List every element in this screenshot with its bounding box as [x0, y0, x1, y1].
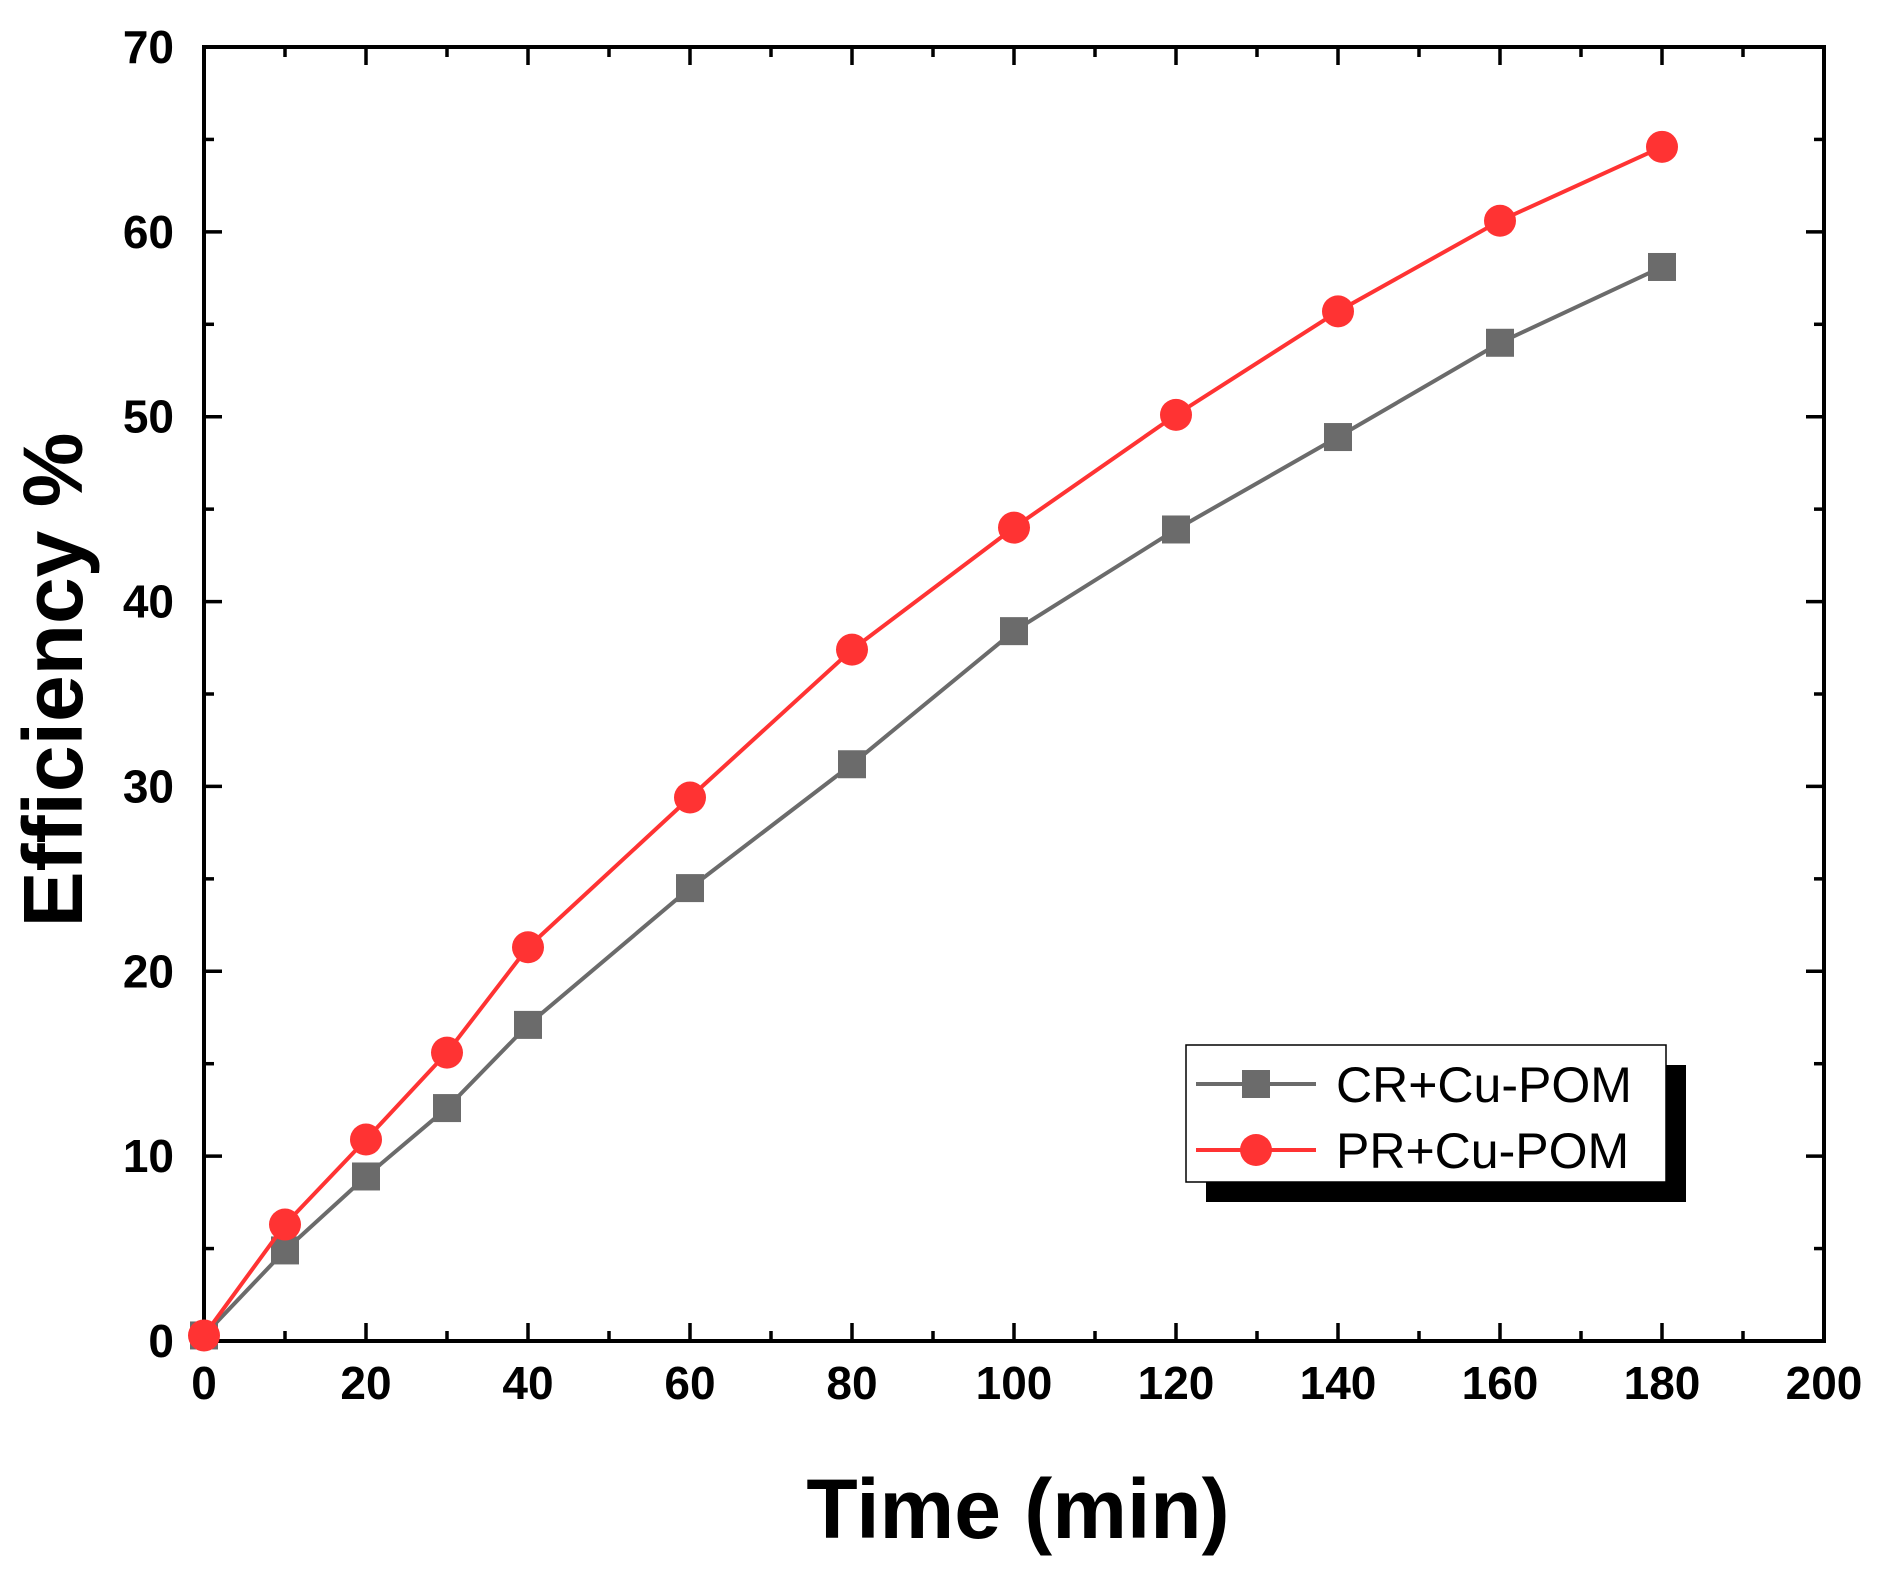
legend-label: PR+Cu-POM [1336, 1123, 1629, 1179]
y-axis-title: Efficiency % [6, 433, 100, 928]
y-tick-label: 60 [123, 206, 174, 258]
data-point-circle [431, 1036, 463, 1069]
legend-item: PR+Cu-POM [1196, 1123, 1629, 1179]
data-point-square [1648, 252, 1676, 281]
x-tick-label: 200 [1786, 1357, 1863, 1409]
data-point-circle [269, 1208, 301, 1241]
series-PR+Cu-POM [188, 130, 1678, 1352]
x-axis-title: Time (min) [806, 1462, 1229, 1556]
data-point-square [1162, 515, 1190, 544]
series-line [202, 145, 1663, 1337]
data-point-square [271, 1236, 299, 1265]
data-point-square [514, 1010, 542, 1039]
legend-label: CR+Cu-POM [1336, 1057, 1632, 1113]
y-tick-label: 0 [148, 1315, 174, 1367]
data-point-circle [674, 781, 706, 814]
data-point-square [838, 750, 866, 779]
y-tick-label: 20 [123, 945, 174, 997]
legend-item: CR+Cu-POM [1196, 1057, 1632, 1113]
series-layer [188, 130, 1678, 1352]
x-tick-label: 180 [1624, 1357, 1701, 1409]
x-tick-label: 160 [1462, 1357, 1539, 1409]
data-point-square [352, 1162, 380, 1191]
x-tick-label: 40 [502, 1357, 553, 1409]
y-tick-label: 30 [123, 760, 174, 812]
x-tick-label: 60 [664, 1357, 715, 1409]
legend-marker-circle [1240, 1134, 1272, 1166]
y-tick-label: 70 [123, 21, 174, 73]
data-point-square [676, 874, 704, 903]
data-point-square [1000, 617, 1028, 646]
series-CR+Cu-POM [190, 252, 1676, 1350]
y-tick-label: 50 [123, 391, 174, 443]
axes: 0 20 40 60 80 100 120 140 160 180 200 0 10 20 30 40 50 60… [123, 21, 1863, 1409]
x-tick-label: 20 [340, 1357, 391, 1409]
data-point-square [1486, 328, 1514, 357]
data-point-circle [512, 931, 544, 964]
y-tick-label: 10 [123, 1130, 174, 1182]
legend-marker-square [1242, 1070, 1270, 1098]
x-tick-label: 0 [191, 1357, 217, 1409]
x-tick-label: 80 [826, 1357, 877, 1409]
y-tick-label: 40 [123, 576, 174, 628]
data-point-circle [836, 633, 868, 666]
legend: CR+Cu-POM PR+Cu-POM [1185, 1044, 1686, 1202]
data-point-circle [998, 511, 1030, 544]
data-point-circle [188, 1319, 220, 1352]
x-tick-label: 100 [976, 1357, 1053, 1409]
data-point-circle [1322, 295, 1354, 328]
x-tick-label: 120 [1138, 1357, 1215, 1409]
data-point-circle [1646, 130, 1678, 163]
data-point-square [433, 1094, 461, 1123]
data-point-square [1324, 423, 1352, 452]
data-point-circle [1484, 204, 1516, 237]
x-tick-label: 140 [1300, 1357, 1377, 1409]
data-point-circle [1160, 398, 1192, 431]
data-point-circle [350, 1123, 382, 1156]
